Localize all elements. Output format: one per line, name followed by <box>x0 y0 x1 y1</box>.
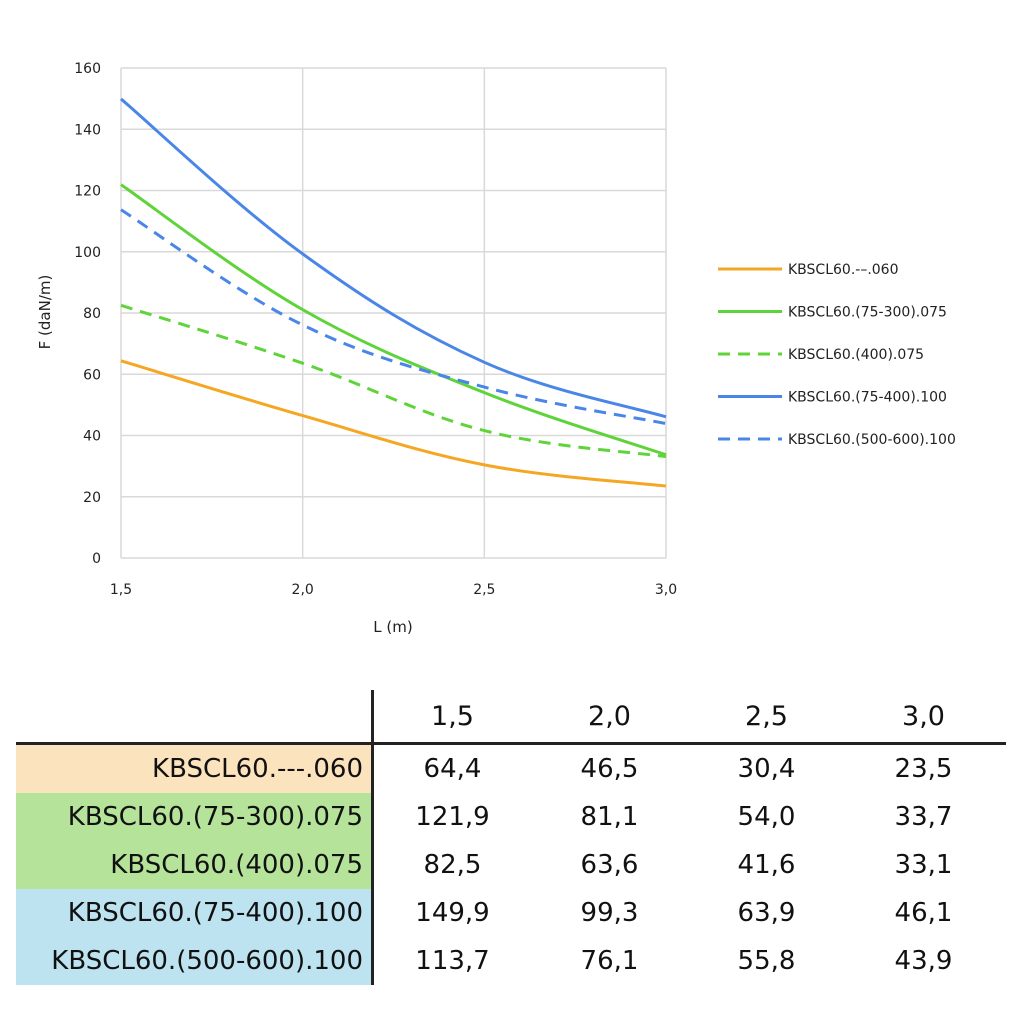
table-row: KBSCL60.---.060 64,4 46,5 30,4 23,5 <box>16 745 1006 793</box>
y-tick-label: 20 <box>83 490 101 506</box>
table-cell: 41,6 <box>737 850 796 880</box>
x-tick-label: 1,5 <box>110 582 132 598</box>
chart-legend: KBSCL60.-–.060 KBSCL60.(75-300).075 KBSCL6… <box>718 262 956 448</box>
table-header-cell: 3,0 <box>902 700 945 732</box>
y-tick-label: 160 <box>74 61 101 77</box>
y-axis-ticks: 0 20 40 60 80 100 120 140 160 <box>74 61 101 567</box>
table-row: KBSCL60.(75-300).075 121,9 81,1 54,0 33,7 <box>16 793 1006 841</box>
table-cell: 76,1 <box>580 946 639 976</box>
table-row-label: KBSCL60.(75-400).100 <box>16 889 374 937</box>
table-row-label: KBSCL60.(500-600).100 <box>16 937 374 985</box>
legend-label: KBSCL60.-–.060 <box>788 262 899 278</box>
table-cell: 64,4 <box>423 754 482 784</box>
table-cell: 46,5 <box>580 754 639 784</box>
table-header-cell: 1,5 <box>431 700 474 732</box>
table-row-label: KBSCL60.---.060 <box>16 745 374 793</box>
table-header-row: 1,5 2,0 2,5 3,0 <box>16 690 1006 745</box>
chart-grid <box>120 67 667 559</box>
series-line <box>120 183 667 457</box>
table-cell: 33,7 <box>894 802 953 832</box>
table-header-cell: 2,5 <box>745 700 788 732</box>
legend-label: KBSCL60.(75-400).100 <box>788 390 947 406</box>
y-axis-title: F (daN/m) <box>36 275 54 350</box>
x-axis-title: L (m) <box>373 618 412 636</box>
table-cell: 63,6 <box>580 850 639 880</box>
table-row-label: KBSCL60.(400).075 <box>16 841 374 889</box>
y-tick-label: 80 <box>83 306 101 322</box>
series-line <box>120 208 667 426</box>
table-cell: 121,9 <box>415 802 490 832</box>
y-tick-label: 100 <box>74 245 101 261</box>
table-cell: 30,4 <box>737 754 796 784</box>
table-cell: 46,1 <box>894 898 953 928</box>
table-cell: 99,3 <box>580 898 639 928</box>
line-chart: 0 20 40 60 80 100 120 140 160 1,5 2,0 2,5 3,0 F (da… <box>36 61 956 636</box>
legend-label: KBSCL60.(75-300).075 <box>788 305 947 321</box>
x-axis-ticks: 1,5 2,0 2,5 3,0 <box>110 582 677 598</box>
table-body: KBSCL60.---.060 64,4 46,5 30,4 23,5 KBSCL60.(… <box>16 745 1006 985</box>
legend-label: KBSCL60.(400).075 <box>788 347 924 363</box>
table-cell: 82,5 <box>423 850 482 880</box>
legend-label: KBSCL60.(500-600).100 <box>788 432 956 448</box>
y-tick-label: 120 <box>74 184 101 200</box>
table-row-label: KBSCL60.(75-300).075 <box>16 793 374 841</box>
series-line <box>120 359 667 488</box>
x-tick-label: 3,0 <box>655 582 677 598</box>
table-cell: 43,9 <box>894 946 953 976</box>
table-cell: 113,7 <box>415 946 490 976</box>
table-cell: 23,5 <box>894 754 953 784</box>
table-row: KBSCL60.(75-400).100 149,9 99,3 63,9 46,1 <box>16 889 1006 937</box>
table-corner-cell <box>16 690 374 742</box>
table-cell: 149,9 <box>415 898 490 928</box>
table-row: KBSCL60.(400).075 82,5 63,6 41,6 33,1 <box>16 841 1006 889</box>
table-header-cell: 2,0 <box>588 700 631 732</box>
series-line <box>120 97 667 419</box>
table-cell: 54,0 <box>737 802 796 832</box>
x-tick-label: 2,5 <box>473 582 495 598</box>
x-tick-label: 2,0 <box>292 582 314 598</box>
table-cell: 81,1 <box>580 802 639 832</box>
table-cell: 33,1 <box>894 850 953 880</box>
chart-series-lines <box>120 97 667 488</box>
y-tick-label: 40 <box>83 429 101 445</box>
table-cell: 55,8 <box>737 946 796 976</box>
data-table: 1,5 2,0 2,5 3,0 KBSCL60.---.060 64,4 46,5 3… <box>16 690 1006 985</box>
table-row: KBSCL60.(500-600).100 113,7 76,1 55,8 43,9 <box>16 937 1006 985</box>
table-cell: 63,9 <box>737 898 796 928</box>
y-tick-label: 60 <box>83 367 101 383</box>
y-tick-label: 0 <box>92 551 101 567</box>
y-tick-label: 140 <box>74 122 101 138</box>
series-line <box>120 303 667 459</box>
